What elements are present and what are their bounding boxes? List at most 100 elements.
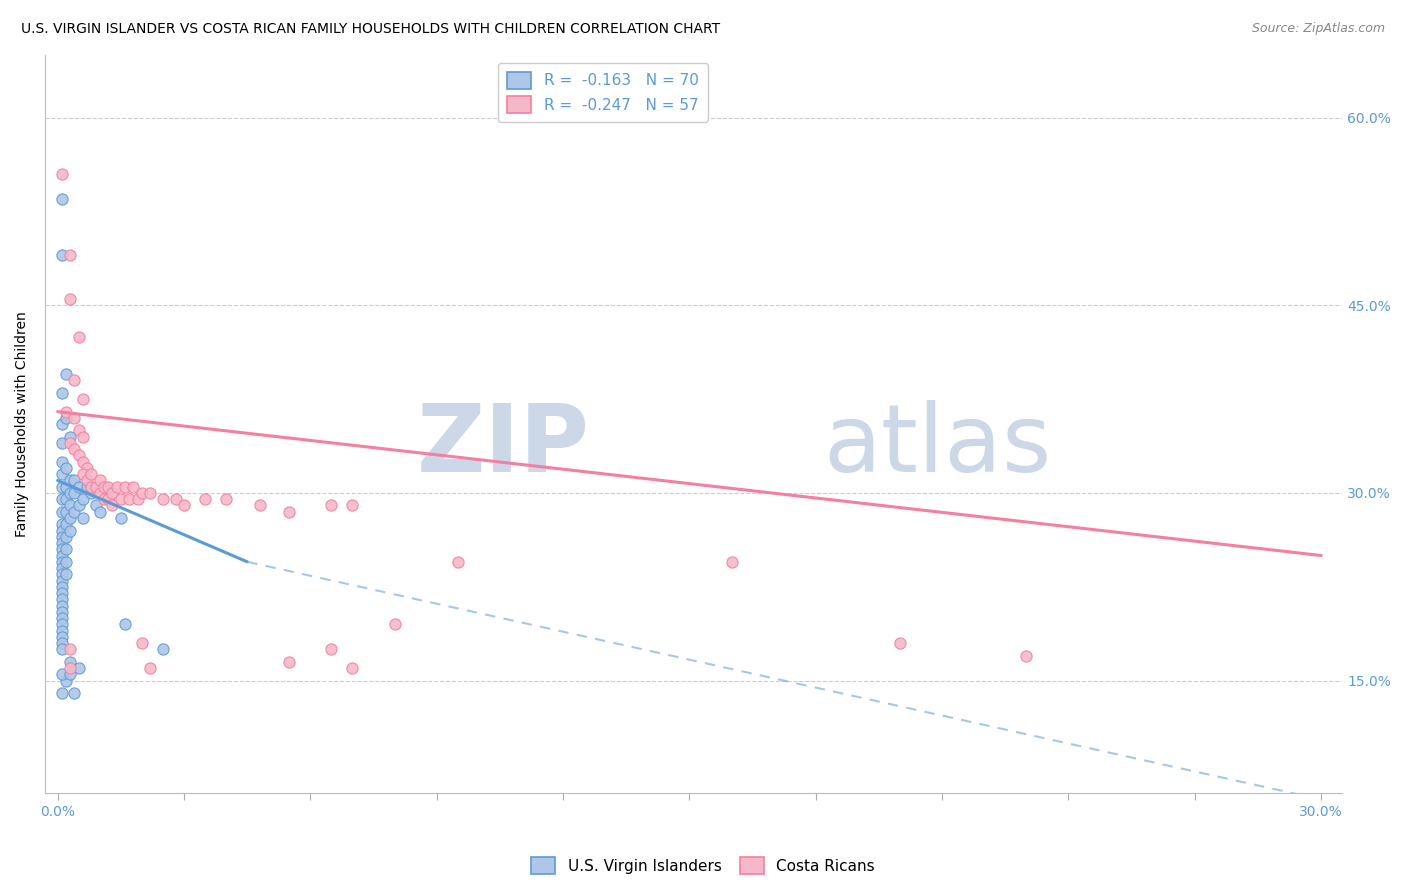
Point [215,492,238,507]
Point [51,617,73,632]
Point [51,480,73,494]
Point [384,617,406,632]
Point [51,624,73,638]
Point [55,411,77,425]
Point [55,461,77,475]
Point [67,424,90,438]
Point [59,661,82,675]
Point [76,480,98,494]
Point [447,555,470,569]
Point [59,499,82,513]
Point [93,480,115,494]
Point [51,436,73,450]
Point [51,574,73,588]
Point [72,467,94,482]
Point [342,661,364,675]
Point [131,636,153,650]
Point [720,555,742,569]
Point [139,661,162,675]
Point [51,636,73,650]
Point [72,392,94,406]
Point [59,248,82,262]
Point [122,480,145,494]
Legend: R =  -0.163   N = 70, R =  -0.247   N = 57: R = -0.163 N = 70, R = -0.247 N = 57 [498,62,707,122]
Point [55,530,77,544]
Point [55,480,77,494]
Point [51,530,73,544]
Point [72,511,94,525]
Point [59,486,82,500]
Point [59,642,82,657]
Point [110,492,132,507]
Point [63,686,86,700]
Point [84,499,107,513]
Point [55,542,77,557]
Point [51,385,73,400]
Point [51,536,73,550]
Point [51,455,73,469]
Point [110,511,132,525]
Point [105,480,128,494]
Point [51,686,73,700]
Point [59,511,82,525]
Point [59,436,82,450]
Point [51,505,73,519]
Point [51,549,73,563]
Point [72,492,94,507]
Point [194,492,217,507]
Point [93,492,115,507]
Point [131,486,153,500]
Point [55,492,77,507]
Point [84,480,107,494]
Point [278,655,301,669]
Point [51,642,73,657]
Point [114,480,136,494]
Point [1015,648,1038,663]
Point [59,667,82,681]
Point [63,486,86,500]
Point [67,499,90,513]
Point [51,611,73,625]
Text: atlas: atlas [824,401,1052,492]
Point [67,661,90,675]
Point [59,524,82,538]
Point [152,642,174,657]
Legend: U.S. Virgin Islanders, Costa Ricans: U.S. Virgin Islanders, Costa Ricans [524,851,882,880]
Point [165,492,187,507]
Point [889,636,911,650]
Point [97,480,120,494]
Point [118,492,141,507]
Point [51,492,73,507]
Point [51,592,73,607]
Text: Source: ZipAtlas.com: Source: ZipAtlas.com [1251,22,1385,36]
Point [321,499,343,513]
Point [51,542,73,557]
Text: U.S. VIRGIN ISLANDER VS COSTA RICAN FAMILY HOUSEHOLDS WITH CHILDREN CORRELATION : U.S. VIRGIN ISLANDER VS COSTA RICAN FAMI… [21,22,720,37]
Point [55,517,77,532]
Point [76,474,98,488]
Point [59,292,82,306]
Point [55,555,77,569]
Point [59,655,82,669]
Point [51,630,73,644]
Point [63,373,86,387]
Point [97,492,120,507]
Point [139,486,162,500]
Point [80,467,103,482]
Point [51,580,73,594]
Point [97,492,120,507]
Point [67,329,90,343]
Point [249,499,271,513]
Point [63,411,86,425]
Point [278,505,301,519]
Point [89,486,111,500]
Point [72,455,94,469]
Y-axis label: Family Households with Children: Family Households with Children [15,311,30,537]
Point [101,486,124,500]
Point [51,248,73,262]
Point [55,405,77,419]
Point [51,417,73,432]
Point [72,430,94,444]
Point [63,442,86,457]
Text: ZIP: ZIP [418,401,591,492]
